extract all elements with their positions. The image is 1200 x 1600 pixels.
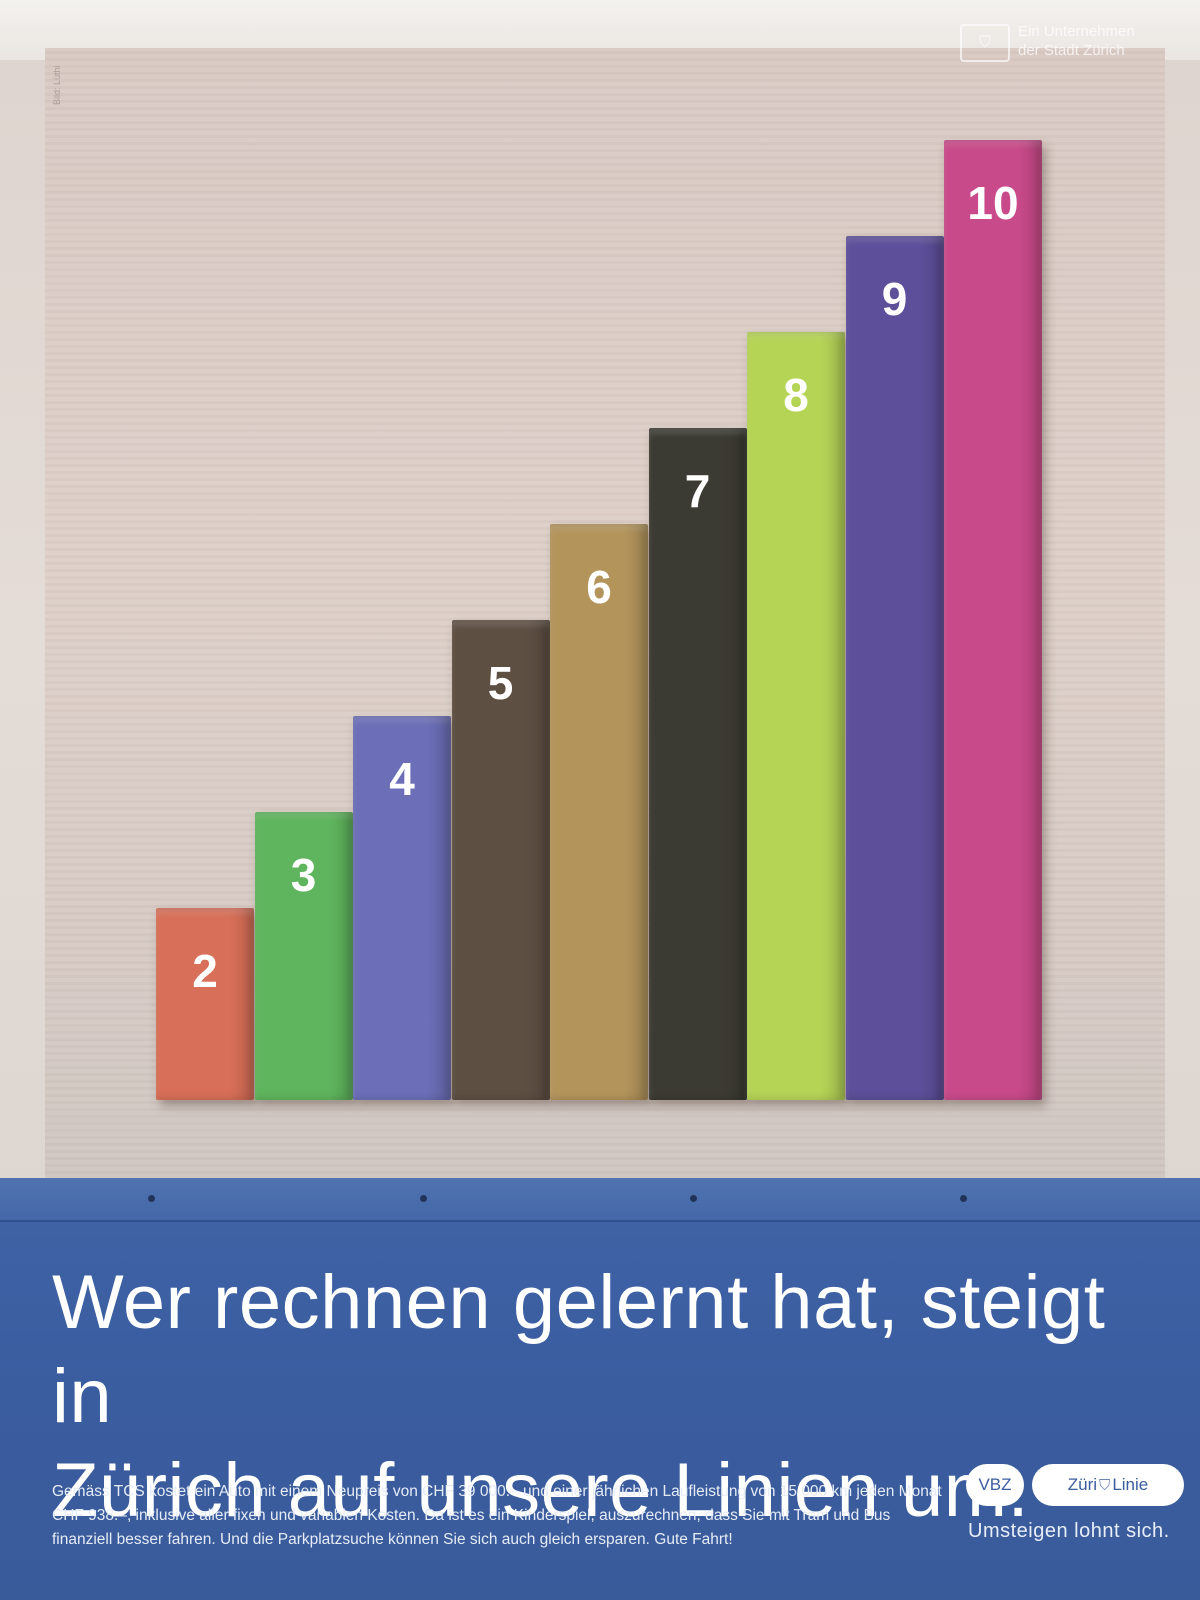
rivet <box>420 1195 427 1202</box>
city-logo-line2: der Stadt Zürich <box>1018 42 1125 59</box>
block-face <box>648 428 747 1100</box>
number-block-6: 6 <box>550 524 648 1100</box>
block-number-label: 9 <box>881 273 908 325</box>
number-block-4: 4 <box>353 716 451 1100</box>
brand-logos: VBZ Züri ⛉ Linie Umsteigen lohnt sich. <box>966 1464 1186 1574</box>
block-number-label: 4 <box>389 753 415 805</box>
number-block-9: 9 <box>845 236 944 1100</box>
block-face <box>747 332 845 1100</box>
block-face <box>353 716 451 1100</box>
number-block-3: 3 <box>254 812 353 1100</box>
banner-rail <box>0 1178 1200 1222</box>
number-block-5: 5 <box>451 620 550 1100</box>
block-number-label: 2 <box>192 945 218 997</box>
rivet <box>960 1195 967 1202</box>
block-number-label: 7 <box>684 465 711 517</box>
headline: Wer rechnen gelernt hat, steigt in Züric… <box>52 1256 1162 1538</box>
block-face <box>156 908 254 1100</box>
number-block-8: 8 <box>747 332 845 1100</box>
headline-line-2: Zürich auf unsere Linien um. <box>52 1448 1030 1533</box>
headline-line-1: Wer rechnen gelernt hat, steigt in <box>52 1260 1106 1439</box>
zurich-seal-icon: ⛉ <box>960 24 1010 62</box>
city-logo: ⛉ Ein Unternehmen der Stadt Zürich <box>960 18 1190 68</box>
rivet <box>690 1195 697 1202</box>
block-face <box>944 140 1042 1100</box>
city-logo-line1: Ein Unternehmen <box>1018 23 1135 40</box>
tagline: Umsteigen lohnt sich. <box>968 1520 1170 1542</box>
block-number-label: 3 <box>290 849 317 901</box>
number-block-10: 10 <box>944 140 1042 1100</box>
zuri-linie-logo: Züri ⛉ Linie <box>1032 1464 1184 1506</box>
block-face <box>550 524 648 1100</box>
number-block-2: 2 <box>156 908 254 1100</box>
block-number-label: 10 <box>967 177 1019 229</box>
block-number-label: 6 <box>586 561 612 613</box>
zurich-seal-icon: ⛉ <box>1099 1477 1111 1494</box>
zuri-label: Züri <box>1067 1475 1098 1494</box>
block-face <box>451 620 550 1100</box>
vbz-logo: VBZ <box>966 1464 1024 1506</box>
rivet <box>148 1195 155 1202</box>
block-number-label: 8 <box>783 369 809 421</box>
block-number-label: 5 <box>487 657 514 709</box>
linie-label: Linie <box>1112 1475 1149 1494</box>
photo-credit: Bild: Lüthi <box>52 65 62 105</box>
body-copy: Gemäss TCS kostet ein Auto mit einem Neu… <box>52 1483 942 1548</box>
city-logo-text: Ein Unternehmen der Stadt Zürich <box>1018 22 1135 60</box>
blue-banner: Wer rechnen gelernt hat, steigt in Züric… <box>0 1178 1200 1600</box>
number-block-7: 7 <box>648 428 747 1100</box>
block-face <box>254 812 353 1100</box>
block-face <box>845 236 944 1100</box>
